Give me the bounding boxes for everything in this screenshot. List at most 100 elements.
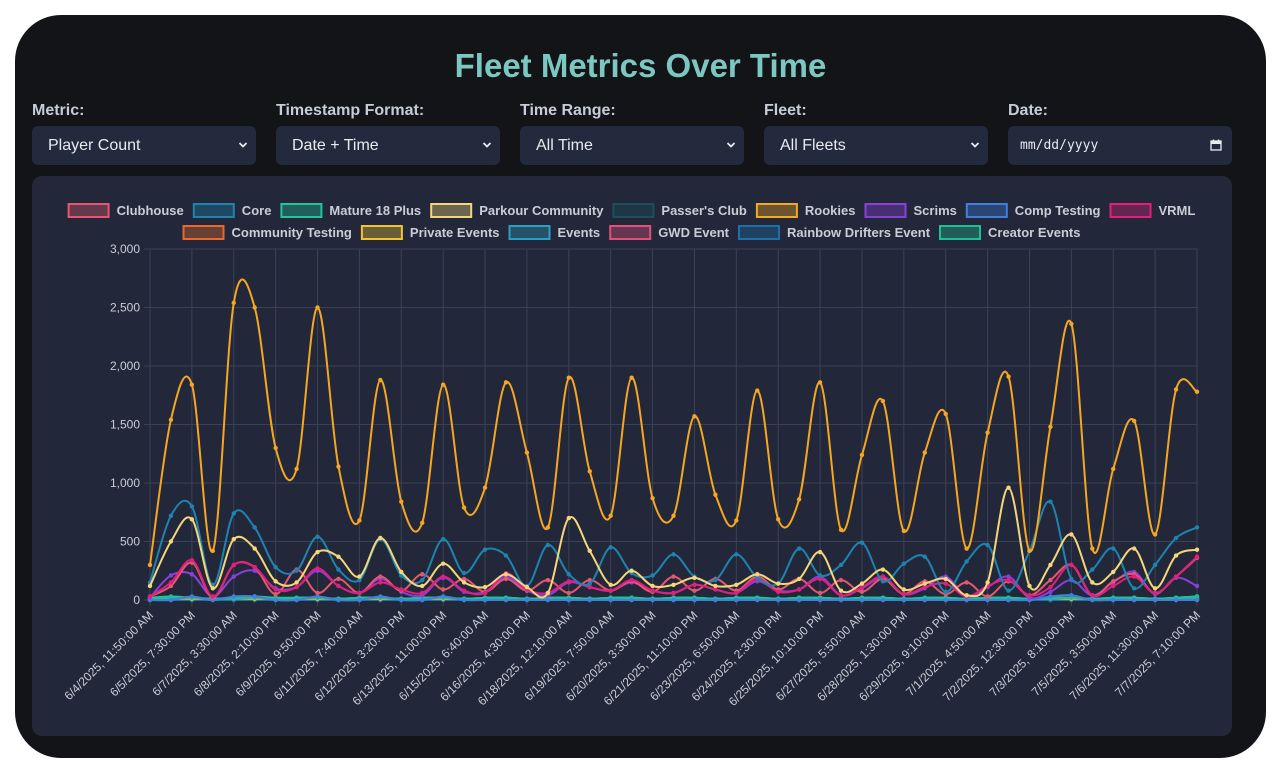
data-point[interactable] — [796, 497, 802, 502]
data-point[interactable] — [273, 597, 278, 603]
data-point[interactable] — [1069, 562, 1074, 568]
data-point[interactable] — [1069, 576, 1074, 582]
data-point[interactable] — [1111, 546, 1116, 551]
data-point[interactable] — [231, 536, 236, 542]
data-point[interactable] — [1006, 485, 1011, 490]
data-point[interactable] — [985, 430, 990, 435]
data-point[interactable] — [817, 549, 823, 555]
data-point[interactable] — [294, 466, 299, 472]
data-point[interactable] — [901, 591, 907, 597]
data-point[interactable] — [524, 597, 530, 603]
legend-item[interactable]: Parkour Community — [430, 203, 604, 218]
data-point[interactable] — [357, 518, 362, 523]
data-point[interactable] — [503, 572, 509, 577]
data-point[interactable] — [671, 574, 676, 579]
data-point[interactable] — [1194, 554, 1200, 559]
data-point[interactable] — [776, 597, 781, 603]
legend-item[interactable]: Community Testing — [182, 225, 352, 240]
data-point[interactable] — [755, 572, 760, 577]
data-point[interactable] — [231, 594, 236, 599]
data-point[interactable] — [461, 588, 467, 593]
legend-item[interactable]: Comp Testing — [965, 203, 1101, 218]
data-point[interactable] — [838, 593, 844, 598]
data-point[interactable] — [1027, 583, 1032, 589]
data-point[interactable] — [1131, 574, 1137, 579]
data-point[interactable] — [671, 582, 676, 587]
data-point[interactable] — [1048, 424, 1053, 430]
data-point[interactable] — [545, 577, 551, 583]
data-point[interactable] — [482, 584, 488, 590]
data-point[interactable] — [964, 580, 969, 585]
data-point[interactable] — [734, 518, 739, 523]
data-point[interactable] — [901, 597, 907, 603]
data-point[interactable] — [943, 411, 948, 417]
data-point[interactable] — [1194, 525, 1200, 530]
data-point[interactable] — [189, 572, 195, 577]
data-point[interactable] — [608, 513, 613, 518]
data-point[interactable] — [482, 597, 488, 603]
data-point[interactable] — [922, 597, 927, 603]
data-point[interactable] — [315, 594, 320, 599]
data-point[interactable] — [168, 597, 174, 603]
data-point[interactable] — [482, 547, 488, 552]
data-point[interactable] — [378, 574, 383, 579]
data-point[interactable] — [796, 576, 802, 582]
data-point[interactable] — [231, 300, 236, 306]
data-point[interactable] — [399, 499, 404, 504]
data-point[interactable] — [440, 587, 446, 592]
data-point[interactable] — [817, 590, 823, 596]
data-point[interactable] — [189, 504, 195, 509]
data-point[interactable] — [1131, 597, 1137, 603]
data-point[interactable] — [796, 587, 802, 592]
data-point[interactable] — [168, 539, 174, 544]
data-point[interactable] — [440, 594, 446, 599]
data-point[interactable] — [671, 513, 676, 518]
data-point[interactable] — [985, 594, 990, 599]
data-point[interactable] — [838, 562, 844, 568]
data-point[interactable] — [985, 597, 990, 603]
data-point[interactable] — [922, 584, 927, 590]
data-point[interactable] — [755, 388, 760, 393]
data-point[interactable] — [1006, 588, 1011, 593]
data-point[interactable] — [692, 414, 697, 419]
data-point[interactable] — [1194, 597, 1200, 603]
data-point[interactable] — [273, 587, 278, 592]
data-point[interactable] — [1131, 586, 1137, 591]
data-point[interactable] — [210, 594, 216, 599]
data-point[interactable] — [692, 588, 697, 593]
data-point[interactable] — [880, 579, 886, 584]
data-point[interactable] — [1152, 597, 1158, 603]
data-point[interactable] — [859, 589, 865, 595]
data-point[interactable] — [168, 513, 174, 518]
data-point[interactable] — [1090, 546, 1095, 551]
legend-item[interactable]: Rainbow Drifters Event — [738, 225, 931, 240]
metric-select[interactable]: Player Count — [32, 126, 256, 165]
data-point[interactable] — [1131, 546, 1137, 551]
data-point[interactable] — [1048, 589, 1053, 595]
data-point[interactable] — [817, 576, 823, 582]
data-point[interactable] — [1090, 593, 1095, 598]
legend-item[interactable]: VRML — [1109, 203, 1196, 218]
data-point[interactable] — [482, 485, 488, 490]
data-point[interactable] — [357, 590, 362, 596]
data-point[interactable] — [817, 573, 823, 578]
data-point[interactable] — [1194, 389, 1200, 394]
data-point[interactable] — [1048, 584, 1053, 590]
data-point[interactable] — [461, 597, 467, 603]
date-input[interactable]: mm/dd/yyyy — [1008, 126, 1232, 165]
data-point[interactable] — [629, 568, 634, 573]
data-point[interactable] — [1111, 466, 1116, 472]
data-point[interactable] — [252, 305, 257, 310]
data-point[interactable] — [252, 565, 257, 570]
timestamp-format-select[interactable]: Date + Time — [276, 126, 500, 165]
data-point[interactable] — [440, 536, 446, 542]
data-point[interactable] — [880, 597, 886, 603]
data-point[interactable] — [336, 583, 341, 589]
data-point[interactable] — [461, 576, 467, 582]
data-point[interactable] — [901, 528, 907, 534]
data-point[interactable] — [1194, 583, 1200, 589]
data-point[interactable] — [420, 572, 425, 577]
data-point[interactable] — [315, 534, 320, 540]
data-point[interactable] — [294, 568, 299, 573]
data-point[interactable] — [734, 590, 739, 596]
